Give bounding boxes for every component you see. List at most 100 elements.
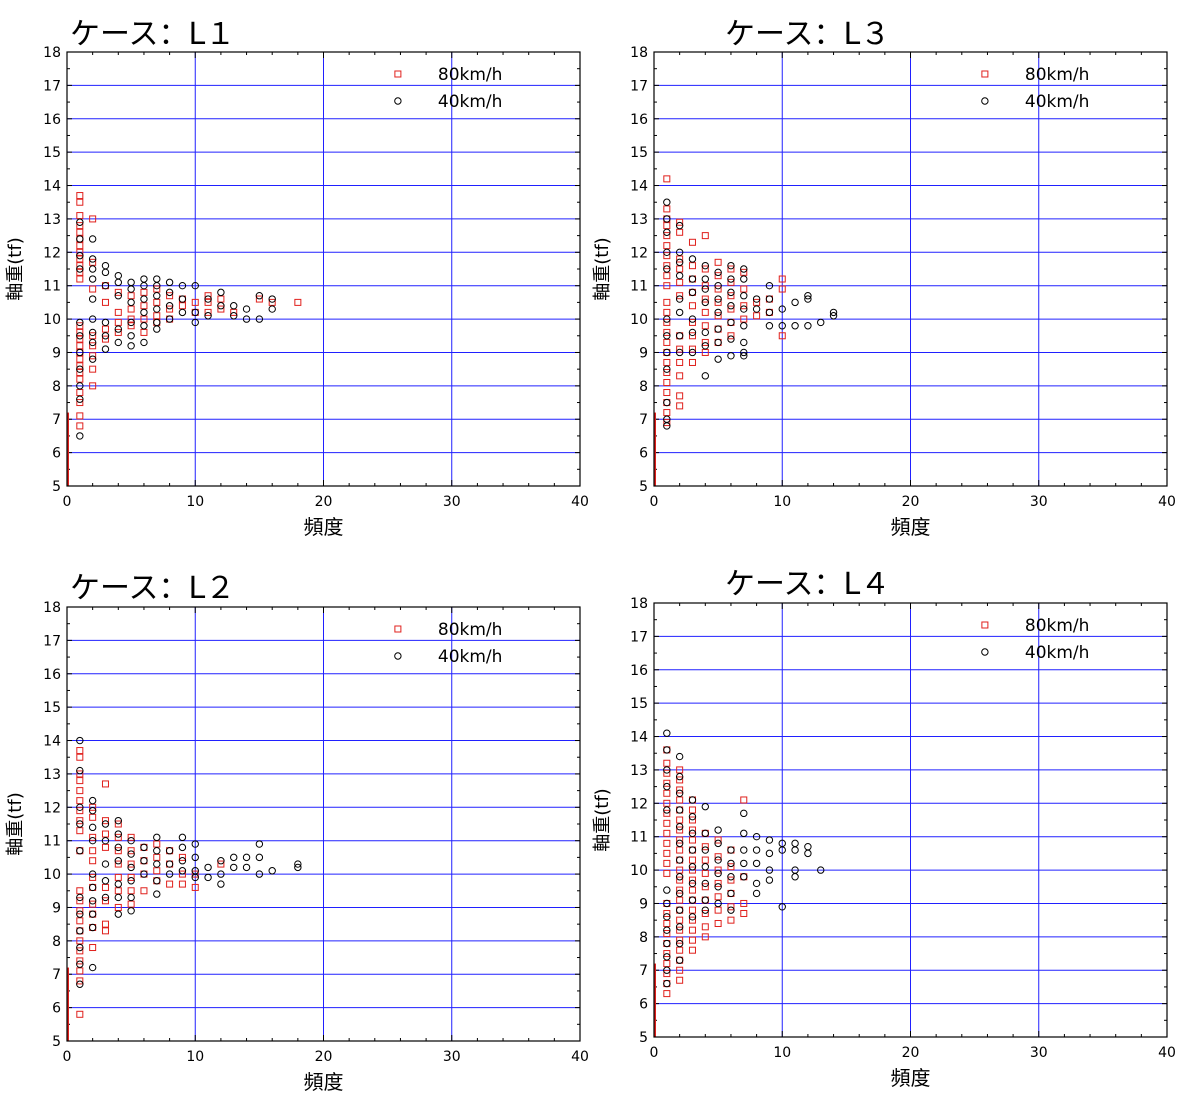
data-point-40kmh <box>191 840 199 848</box>
data-point-40kmh <box>740 352 748 360</box>
y-tick-label: 16 <box>630 663 648 679</box>
data-point-80kmh <box>663 990 671 998</box>
data-point-40kmh <box>701 829 709 838</box>
data-point-80kmh <box>663 789 671 797</box>
data-point-80kmh <box>663 819 671 827</box>
x-tick-label: 40 <box>1158 494 1176 510</box>
data-point-80kmh <box>76 242 84 250</box>
data-point-80kmh <box>753 312 761 320</box>
data-point-80kmh <box>127 305 135 313</box>
data-point-40kmh <box>153 275 161 283</box>
data-point-40kmh <box>740 873 748 881</box>
data-point-80kmh <box>663 930 671 938</box>
data-point-40kmh <box>114 816 123 825</box>
data-point-40kmh <box>217 870 225 878</box>
y-tick-label: 8 <box>52 379 61 395</box>
data-point-40kmh <box>114 880 123 888</box>
data-point-40kmh <box>255 840 264 848</box>
data-point-40kmh <box>88 338 97 347</box>
data-point-40kmh <box>76 432 84 440</box>
data-point-80kmh <box>688 856 696 864</box>
y-tick-label: 11 <box>630 830 648 846</box>
data-point-40kmh <box>688 348 697 357</box>
data-point-40kmh <box>804 295 812 303</box>
data-point-40kmh <box>76 332 84 340</box>
data-point-40kmh <box>140 295 148 303</box>
data-point-40kmh <box>153 833 161 842</box>
data-point-40kmh <box>217 857 225 865</box>
data-point-80kmh <box>76 335 84 343</box>
data-point-40kmh <box>675 822 684 831</box>
data-point-40kmh <box>688 275 697 283</box>
data-point-80kmh <box>76 342 84 350</box>
data-point-80kmh <box>740 899 748 907</box>
data-point-80kmh <box>140 288 148 296</box>
data-point-40kmh <box>101 332 110 340</box>
data-point-80kmh <box>76 198 84 206</box>
data-point-80kmh <box>688 946 696 954</box>
data-point-40kmh <box>701 896 709 904</box>
data-point-40kmh <box>88 823 97 832</box>
data-point-80kmh <box>76 322 84 330</box>
data-point-80kmh <box>714 312 722 320</box>
data-point-40kmh <box>204 295 212 303</box>
y-tick-label: 15 <box>630 145 648 161</box>
data-point-80kmh <box>153 298 161 306</box>
data-point-80kmh <box>676 796 684 804</box>
data-point-80kmh <box>127 873 135 881</box>
data-point-80kmh <box>663 358 671 366</box>
data-point-40kmh <box>76 736 84 745</box>
data-point-80kmh <box>676 776 684 784</box>
data-point-80kmh <box>688 806 696 814</box>
data-point-40kmh <box>675 889 684 898</box>
data-point-40kmh <box>817 866 825 874</box>
data-point-80kmh <box>663 368 671 376</box>
data-point-40kmh <box>217 302 225 310</box>
data-point-80kmh <box>714 893 722 901</box>
y-tick-label: 14 <box>43 734 61 750</box>
data-point-80kmh <box>727 305 735 313</box>
data-point-40kmh <box>191 281 199 290</box>
data-point-80kmh <box>714 919 722 927</box>
data-point-80kmh <box>114 328 122 336</box>
y-tick-label: 18 <box>43 600 61 616</box>
data-point-40kmh <box>663 265 671 273</box>
data-point-80kmh <box>663 222 671 230</box>
data-point-80kmh <box>688 345 696 353</box>
data-point-40kmh <box>178 843 187 852</box>
data-point-80kmh <box>676 786 684 794</box>
data-point-40kmh <box>675 308 684 317</box>
data-point-80kmh <box>178 853 186 861</box>
data-point-40kmh <box>675 906 684 914</box>
data-point-40kmh <box>76 318 84 327</box>
legend-label: 80km/h <box>438 620 503 640</box>
y-tick-label: 6 <box>639 997 648 1013</box>
data-point-40kmh <box>727 302 735 310</box>
plot-frame <box>66 51 581 487</box>
data-point-40kmh <box>153 281 161 290</box>
data-point-40kmh <box>204 863 212 872</box>
y-tick-label: 10 <box>630 312 648 328</box>
data-point-40kmh <box>765 308 774 317</box>
data-point-40kmh <box>778 846 786 854</box>
legend-marker-80kmh <box>394 70 402 78</box>
data-point-40kmh <box>114 910 123 918</box>
data-point-40kmh <box>165 278 174 287</box>
data-point-80kmh <box>676 402 684 410</box>
y-tick-label: 11 <box>43 279 61 295</box>
data-point-80kmh <box>701 883 709 891</box>
data-point-40kmh <box>663 926 671 934</box>
data-point-80kmh <box>663 859 671 867</box>
legend-marker-40kmh <box>394 97 402 105</box>
y-tick-label: 15 <box>43 700 61 716</box>
legend-label: 80km/h <box>1025 65 1090 85</box>
data-point-80kmh <box>114 847 122 855</box>
x-tick-label: 0 <box>650 1045 659 1061</box>
data-point-80kmh <box>688 332 696 340</box>
data-point-40kmh <box>688 829 697 838</box>
data-point-80kmh <box>101 830 109 838</box>
data-point-40kmh <box>114 830 123 838</box>
plot-frame <box>653 51 1168 487</box>
data-point-80kmh <box>663 308 671 316</box>
y-tick-label: 15 <box>43 145 61 161</box>
